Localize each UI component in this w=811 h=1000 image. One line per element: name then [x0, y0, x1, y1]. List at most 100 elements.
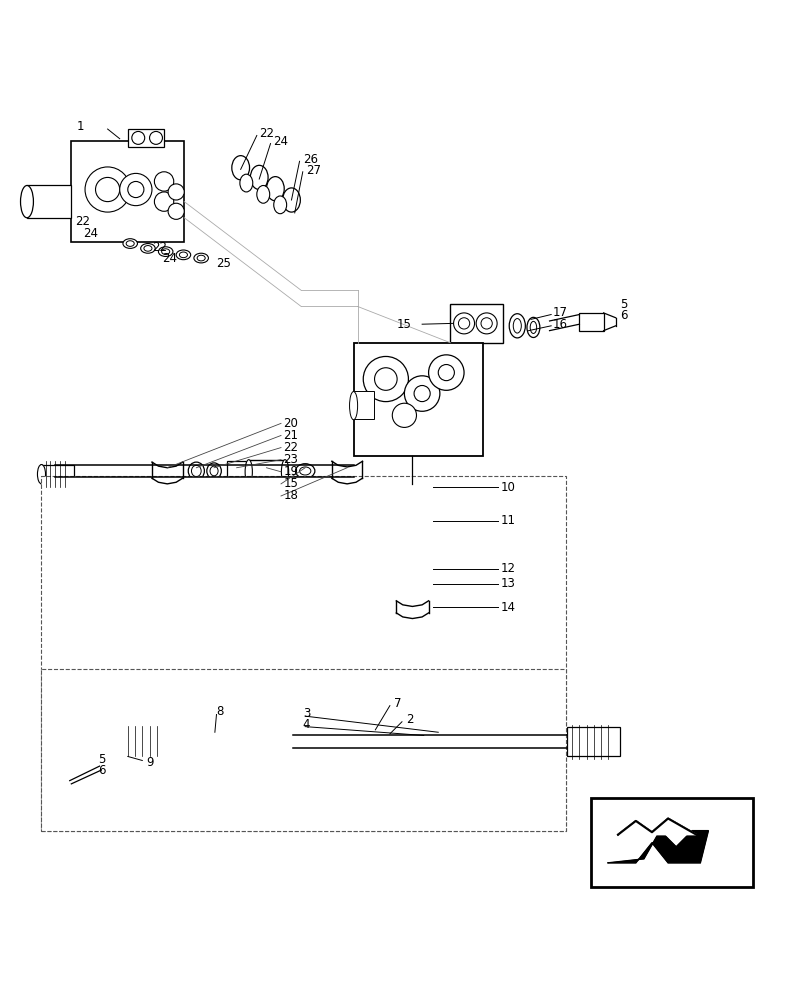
Text: 25: 25	[217, 257, 231, 270]
Bar	[71, 141, 184, 242]
Text: 19: 19	[283, 465, 298, 478]
Text: 24: 24	[84, 227, 98, 240]
Bar	[353, 343, 482, 456]
Text: 9: 9	[146, 756, 153, 769]
Circle shape	[168, 184, 184, 200]
Ellipse shape	[188, 462, 204, 480]
Ellipse shape	[403, 554, 421, 560]
Ellipse shape	[403, 540, 421, 546]
Text: 26: 26	[303, 153, 317, 166]
Ellipse shape	[282, 188, 300, 212]
Ellipse shape	[250, 165, 268, 190]
Text: 14: 14	[500, 601, 515, 614]
Ellipse shape	[349, 392, 357, 420]
Text: 3: 3	[303, 707, 310, 720]
Circle shape	[85, 167, 130, 212]
Circle shape	[480, 318, 491, 329]
Text: 11: 11	[500, 514, 515, 527]
Text: 22: 22	[259, 127, 274, 140]
Bar	[204, 734, 277, 750]
Ellipse shape	[161, 249, 169, 254]
Ellipse shape	[402, 501, 422, 507]
Text: 6: 6	[98, 764, 105, 777]
Bar	[401, 571, 423, 597]
Bar	[248, 460, 285, 484]
Ellipse shape	[295, 464, 315, 478]
Ellipse shape	[126, 241, 134, 246]
Circle shape	[61, 776, 71, 785]
Ellipse shape	[197, 255, 205, 261]
Ellipse shape	[367, 731, 375, 753]
Ellipse shape	[176, 250, 191, 260]
Text: 8: 8	[217, 705, 224, 718]
Ellipse shape	[508, 314, 525, 338]
Ellipse shape	[384, 731, 392, 753]
Text: 12: 12	[500, 562, 515, 575]
Ellipse shape	[428, 735, 439, 749]
Text: 10: 10	[500, 481, 515, 494]
Text: 22: 22	[152, 241, 167, 254]
Text: 23: 23	[283, 453, 298, 466]
Ellipse shape	[405, 566, 419, 571]
Text: 5: 5	[619, 298, 626, 311]
Circle shape	[453, 313, 474, 334]
Ellipse shape	[401, 731, 409, 753]
Circle shape	[127, 181, 144, 198]
Text: 18: 18	[283, 489, 298, 502]
Text: 15: 15	[283, 477, 298, 490]
Circle shape	[458, 318, 469, 329]
Ellipse shape	[299, 467, 311, 475]
Circle shape	[392, 403, 416, 427]
Text: 2: 2	[406, 713, 413, 726]
Ellipse shape	[273, 196, 286, 214]
Text: 20: 20	[283, 417, 298, 430]
Bar	[590, 798, 752, 887]
Ellipse shape	[194, 253, 208, 263]
Ellipse shape	[200, 734, 208, 750]
Circle shape	[428, 355, 464, 390]
Ellipse shape	[358, 731, 367, 753]
Ellipse shape	[403, 518, 421, 524]
Ellipse shape	[401, 567, 423, 575]
Bar	[123, 730, 168, 754]
Ellipse shape	[341, 731, 350, 753]
Ellipse shape	[443, 734, 462, 750]
Ellipse shape	[97, 726, 118, 758]
Text: 16: 16	[552, 318, 567, 331]
Text: 17: 17	[552, 306, 567, 319]
Ellipse shape	[403, 525, 421, 531]
Polygon shape	[607, 831, 707, 863]
Ellipse shape	[102, 731, 113, 752]
Text: 1: 1	[77, 120, 84, 133]
Ellipse shape	[526, 317, 539, 338]
Circle shape	[438, 365, 454, 381]
Ellipse shape	[167, 731, 185, 753]
Ellipse shape	[207, 463, 221, 479]
Circle shape	[374, 368, 397, 390]
Bar	[402, 486, 422, 504]
Ellipse shape	[266, 177, 284, 201]
Text: 4: 4	[303, 718, 310, 731]
Text: 27: 27	[306, 164, 320, 177]
Ellipse shape	[140, 244, 155, 253]
Ellipse shape	[425, 730, 443, 754]
Ellipse shape	[191, 465, 201, 477]
Circle shape	[475, 313, 496, 334]
Ellipse shape	[410, 731, 418, 753]
Ellipse shape	[375, 731, 384, 753]
Text: 24: 24	[272, 135, 288, 148]
Ellipse shape	[350, 731, 358, 753]
Text: 21: 21	[283, 429, 298, 442]
Bar	[41, 465, 74, 484]
Ellipse shape	[144, 246, 152, 251]
Bar	[41, 476, 565, 831]
Bar	[353, 391, 373, 419]
Bar	[27, 185, 71, 218]
Ellipse shape	[162, 725, 190, 759]
Bar	[579, 313, 603, 331]
Text: 6: 6	[619, 309, 626, 322]
Ellipse shape	[122, 239, 137, 248]
Ellipse shape	[402, 480, 422, 494]
Ellipse shape	[513, 319, 521, 333]
Text: 22: 22	[283, 441, 298, 454]
